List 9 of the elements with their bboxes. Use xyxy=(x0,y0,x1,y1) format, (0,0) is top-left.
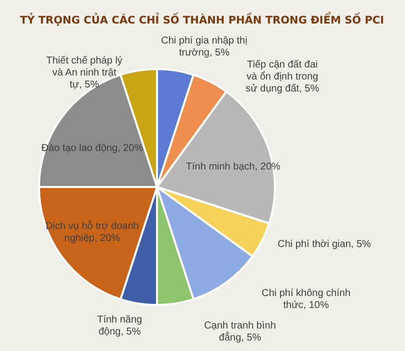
slice-label: Chi phí gia nhập thị trường, 5% xyxy=(161,36,248,59)
slice-label: Thiết chế pháp lý và An ninh trật tự, 5% xyxy=(46,56,122,91)
slice-label: Dịch vụ hỗ trợ doanh nghiệp, 20% xyxy=(46,220,139,244)
chart-title: TỶ TRỌNG CỦA CÁC CHỈ SỐ THÀNH PHẦN TRONG ĐIỂM SỐ PCI xyxy=(20,12,384,26)
slice-label: Chi phí không chính thức, 10% xyxy=(262,288,351,311)
slice-label: Chi phí thời gian, 5% xyxy=(278,239,372,250)
slice-label: Cạnh tranh bình đẳng, 5% xyxy=(204,320,276,344)
slice-label: Tính năng động, 5% xyxy=(97,314,142,338)
slice-label: Tiếp cận đất đai và ổn định trong sử dụng đất, 5% xyxy=(246,60,320,95)
